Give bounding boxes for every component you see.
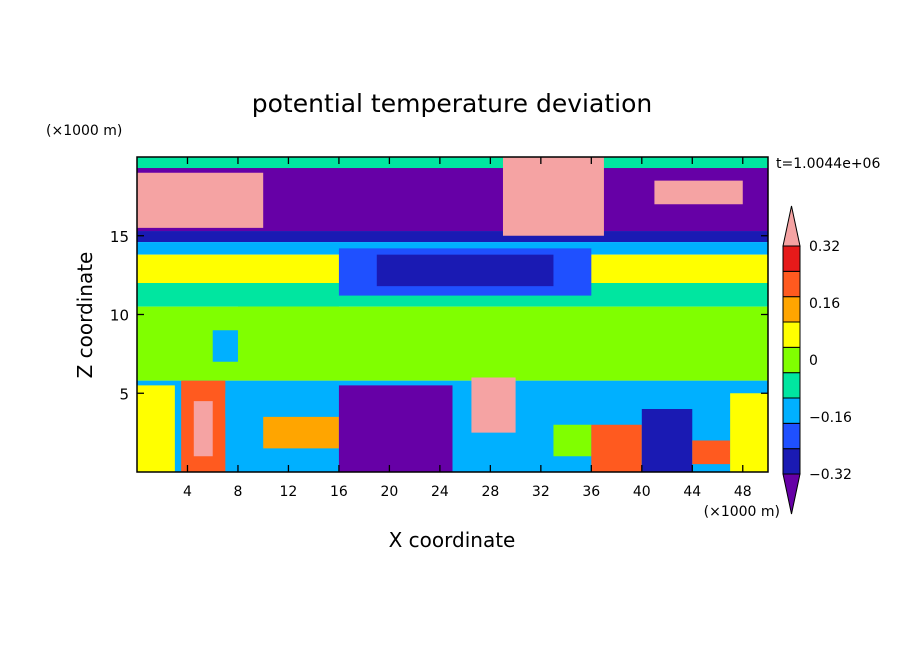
colorbar-box <box>782 321 801 348</box>
field-region <box>471 377 516 433</box>
x-tick-label: 12 <box>280 484 298 500</box>
x-tick-label: 4 <box>183 484 192 500</box>
field-region <box>137 385 175 472</box>
colorbar-box <box>782 397 801 424</box>
field-region <box>376 254 554 287</box>
z-unit-label: (×1000 m) <box>46 123 122 139</box>
colorbar-box <box>782 422 801 450</box>
field-region <box>137 157 768 169</box>
y-tick-label: 10 <box>110 307 129 325</box>
field-region <box>553 424 592 457</box>
field-region <box>137 172 264 228</box>
field-region <box>591 424 642 472</box>
colorbar-box <box>782 245 801 272</box>
field-region <box>730 393 768 472</box>
field-region <box>137 231 768 243</box>
field-region <box>263 416 339 449</box>
x-tick-label: 32 <box>532 484 550 500</box>
field-region <box>641 409 693 472</box>
x-tick-label: 48 <box>734 484 752 500</box>
x-tick-label: 44 <box>683 484 701 500</box>
colorbar-max-triangle <box>782 205 801 247</box>
plot-area <box>137 157 768 472</box>
field-region <box>654 180 743 205</box>
colorbar-box <box>782 346 801 374</box>
field-region <box>225 393 289 417</box>
colorbar-box <box>782 372 801 399</box>
colorbar-box <box>782 270 801 298</box>
field-region <box>692 440 731 465</box>
chart-title: potential temperature deviation <box>252 89 652 118</box>
x-tick-label: 40 <box>633 484 651 500</box>
x-tick-label: 16 <box>330 484 348 500</box>
colorbar-min-triangle <box>782 473 801 515</box>
y-axis-label: Z coordinate <box>73 252 97 379</box>
x-axis-label: X coordinate <box>389 528 516 552</box>
colorbar: 0.32 0.16 0 −0.16 −0.32 <box>782 205 852 515</box>
x-tick-label: 36 <box>582 484 600 500</box>
field-region <box>193 401 213 457</box>
colorbar-tick-label: 0.32 <box>809 239 840 255</box>
x-tick-label: 24 <box>431 484 449 500</box>
field-region <box>502 157 604 236</box>
x-unit-label: (×1000 m) <box>704 504 780 520</box>
y-tick-label: 15 <box>110 228 129 246</box>
field-region <box>212 330 238 362</box>
colorbar-tick-label: −0.32 <box>809 467 852 483</box>
colorbar-box <box>782 296 801 323</box>
colorbar-tick-label: 0 <box>809 353 818 369</box>
field-region <box>338 385 453 472</box>
colorbar-tick-label: −0.16 <box>809 410 852 426</box>
field-region <box>237 306 339 378</box>
x-tick-label: 28 <box>481 484 499 500</box>
x-axis: 4 8 12 16 20 24 28 32 36 40 44 48 <box>183 157 752 500</box>
colorbar-tick-label: 0.16 <box>809 296 840 312</box>
x-tick-label: 20 <box>380 484 398 500</box>
time-label: t=1.0044e+06 <box>776 156 880 172</box>
x-tick-label: 8 <box>233 484 242 500</box>
y-tick-label: 5 <box>119 385 129 403</box>
y-axis: 5 10 15 <box>110 228 768 403</box>
colorbar-box <box>782 448 801 475</box>
